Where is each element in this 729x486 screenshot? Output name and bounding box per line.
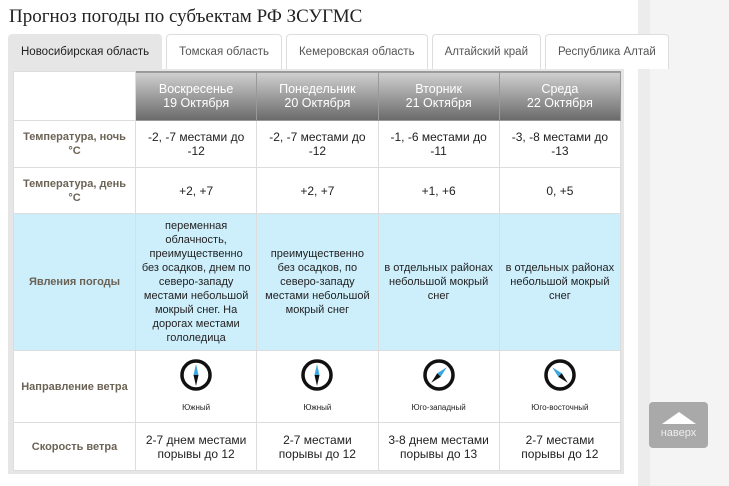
arrow-up-icon bbox=[661, 412, 696, 424]
compass-south-icon bbox=[180, 359, 212, 391]
compass-south-icon bbox=[301, 359, 334, 391]
tab-kemerovo[interactable]: Кемеровская область bbox=[285, 34, 428, 69]
tab-novosibirsk[interactable]: Новосибирская область bbox=[8, 34, 163, 69]
back-to-top-button[interactable]: наверх bbox=[649, 402, 708, 448]
wind-direction-cell: Юго-западный bbox=[377, 350, 500, 423]
tab-altai-krai[interactable]: Алтайский край bbox=[431, 34, 541, 69]
forecast-table: Воскресенье 19 Октября Понедельник 20 Октяб… bbox=[13, 71, 622, 471]
day-header: Понедельник 20 Октября bbox=[256, 71, 379, 121]
region-tabs: Новосибирская область Томская область Ке… bbox=[8, 34, 669, 69]
corner-cell bbox=[13, 71, 136, 121]
compass-southeast-icon bbox=[544, 359, 576, 391]
header-row: Воскресенье 19 Октября Понедельник 20 Октяб… bbox=[13, 71, 622, 121]
phenomena-row: Явления погоды переменная облачность, пре… bbox=[13, 213, 622, 351]
night-temp-row: Температура, ночь °C -2, -7 местами до -1… bbox=[13, 120, 622, 168]
wind-direction-cell: Южный bbox=[256, 350, 379, 423]
day-header: Среда 22 Октября bbox=[498, 71, 622, 121]
forecast-panel: Воскресенье 19 Октября Понедельник 20 Октяб… bbox=[8, 69, 624, 474]
day-temp-row: Температура, день °C +2, +7 +2, +7 +1, +6 0,… bbox=[13, 167, 622, 214]
wind-speed-row: Скорость ветра 2-7 днем местами порывы до… bbox=[13, 422, 622, 471]
page-title: Прогноз погоды по субъектам РФ ЗСУГМС bbox=[9, 6, 363, 27]
compass-southwest-icon bbox=[422, 359, 455, 391]
day-header: Вторник 21 Октября bbox=[377, 71, 500, 121]
wind-direction-row: Направление ветра Южный Южный Юго-западн… bbox=[13, 350, 622, 423]
wind-direction-cell: Южный bbox=[134, 350, 258, 423]
tab-tomsk[interactable]: Томская область bbox=[166, 34, 282, 69]
tab-altai-republic[interactable]: Республика Алтай bbox=[545, 34, 669, 69]
day-header: Воскресенье 19 Октября bbox=[134, 71, 258, 121]
wind-direction-cell: Юго-восточный bbox=[498, 350, 622, 423]
